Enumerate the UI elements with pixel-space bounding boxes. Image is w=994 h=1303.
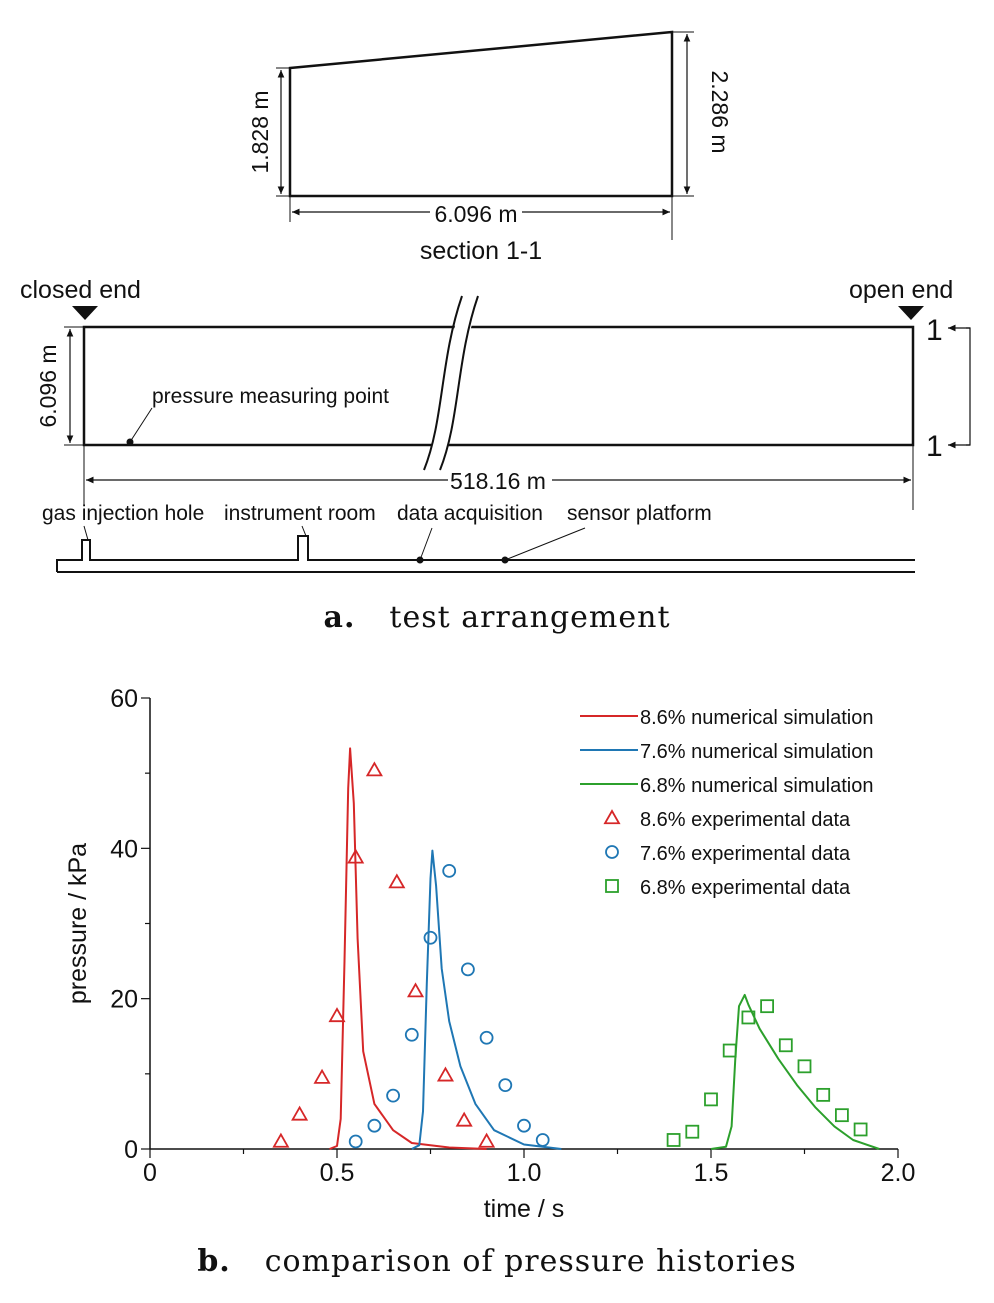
data-point-circle bbox=[423, 930, 438, 945]
y-tick-label: 20 bbox=[110, 986, 138, 1014]
closed-end-marker bbox=[72, 306, 98, 320]
section-marker-top: 1 bbox=[926, 314, 943, 347]
data-point-circle bbox=[498, 1078, 513, 1093]
instrument-room-label: instrument room bbox=[224, 502, 376, 525]
data-point-square bbox=[704, 1092, 718, 1107]
section-drawing: 1.828 m 2.286 m 6.096 m section 1-1 bbox=[247, 30, 733, 265]
data-point-square bbox=[835, 1108, 849, 1123]
gas-injection-label: gas injection hole bbox=[42, 502, 204, 525]
left-height-label: 1.828 m bbox=[247, 90, 273, 173]
data-point-square bbox=[741, 1010, 756, 1025]
x-tick-label: 1.5 bbox=[694, 1159, 729, 1187]
data-point-square bbox=[685, 1124, 700, 1139]
x-axis-title: time / s bbox=[484, 1195, 565, 1223]
data-point-circle bbox=[404, 1027, 419, 1042]
chart-plot-area bbox=[272, 747, 880, 1150]
section-marker-bottom: 1 bbox=[926, 430, 943, 463]
data-point-triangle bbox=[406, 982, 425, 998]
right-height-label: 2.286 m bbox=[707, 70, 733, 153]
break-line-right bbox=[439, 295, 479, 471]
open-end-marker bbox=[898, 306, 924, 320]
data-point-circle bbox=[479, 1030, 494, 1045]
data-point-triangle bbox=[328, 1007, 346, 1023]
data-point-triangle bbox=[313, 1068, 331, 1084]
data-point-square bbox=[778, 1038, 793, 1053]
x-tick-label: 0 bbox=[143, 1159, 157, 1187]
x-tick-label: 0.5 bbox=[320, 1159, 355, 1187]
legend-label: 8.6% numerical simulation bbox=[640, 707, 873, 729]
caption-b-text: comparison of pressure histories bbox=[264, 1244, 797, 1279]
section-width-label: 6.096 m bbox=[434, 201, 517, 227]
data-point-square bbox=[760, 999, 774, 1014]
x-tick-label: 2.0 bbox=[881, 1159, 916, 1187]
gallery-plan: closed end open end 6.096 m pressure mea… bbox=[20, 276, 971, 510]
data-point-triangle bbox=[365, 761, 383, 777]
data-point-triangle bbox=[388, 873, 406, 889]
caption-b: b. comparison of pressure histories bbox=[0, 1244, 994, 1279]
data-acquisition-label: data acquisition bbox=[397, 502, 543, 525]
y-tick-label: 40 bbox=[110, 835, 138, 863]
caption-a: a. test arrangement bbox=[0, 600, 994, 635]
chart-legend: 8.6% numerical simulation 7.6% numerical … bbox=[580, 707, 873, 899]
y-tick-label: 0 bbox=[124, 1136, 138, 1164]
caption-a-text: test arrangement bbox=[389, 600, 671, 635]
data-point-triangle bbox=[347, 848, 365, 864]
legend-label: 6.8% experimental data bbox=[640, 877, 851, 899]
x-tick-label: 1.0 bbox=[507, 1159, 542, 1187]
closed-end-label: closed end bbox=[20, 276, 141, 304]
data-point-square bbox=[816, 1087, 831, 1102]
gallery-outline bbox=[82, 325, 915, 447]
y-axis-title: pressure / kPa bbox=[64, 843, 92, 1004]
data-point-circle bbox=[367, 1118, 382, 1133]
caption-b-label: b. bbox=[197, 1244, 231, 1279]
legend-label: 6.8% numerical simulation bbox=[640, 775, 873, 797]
legend-label: 7.6% numerical simulation bbox=[640, 741, 873, 763]
data-point-circle bbox=[460, 962, 475, 977]
gallery-height-label: 6.096 m bbox=[35, 344, 61, 427]
data-point-square bbox=[722, 1043, 737, 1058]
series-line-0 bbox=[329, 747, 487, 1150]
data-point-circle bbox=[517, 1118, 531, 1133]
pressure-point-label: pressure measuring point bbox=[152, 385, 389, 408]
data-point-circle bbox=[348, 1134, 363, 1149]
chart-svg: 0 0.5 1.0 1.5 2.0 0 20 40 60 time / s pressure / k… bbox=[64, 685, 915, 1223]
break-line-left bbox=[423, 295, 463, 471]
data-point-circle bbox=[442, 863, 457, 878]
legend-label: 7.6% experimental data bbox=[640, 843, 851, 865]
data-point-circle bbox=[386, 1088, 401, 1103]
arrangement-svg: 1.828 m 2.286 m 6.096 m section 1-1 clos… bbox=[20, 30, 971, 573]
legend-marker-swatch bbox=[603, 809, 621, 825]
legend-label: 8.6% experimental data bbox=[640, 809, 851, 831]
data-point-triangle bbox=[272, 1132, 290, 1148]
chart-axes: 0 0.5 1.0 1.5 2.0 0 20 40 60 time / s pressure / k… bbox=[64, 685, 915, 1223]
y-tick-label: 60 bbox=[110, 685, 138, 713]
gallery-length-label: 518.16 m bbox=[450, 468, 546, 494]
data-point-triangle bbox=[478, 1132, 496, 1148]
data-point-square bbox=[853, 1122, 868, 1137]
data-point-triangle bbox=[291, 1105, 309, 1121]
data-point-circle bbox=[535, 1133, 550, 1147]
caption-a-label: a. bbox=[323, 600, 356, 635]
sensor-platform-label: sensor platform bbox=[567, 502, 712, 525]
data-point-square bbox=[797, 1059, 812, 1074]
legend-marker-swatch bbox=[605, 879, 619, 893]
pressure-history-chart: 0 0.5 1.0 1.5 2.0 0 20 40 60 time / s pressure / k… bbox=[0, 680, 994, 1240]
open-end-label: open end bbox=[849, 276, 953, 304]
section-title: section 1-1 bbox=[420, 237, 542, 265]
ground-top-line bbox=[56, 535, 915, 572]
ground-profile: gas injection hole instrument room data … bbox=[42, 502, 915, 573]
test-arrangement-diagram: 1.828 m 2.286 m 6.096 m section 1-1 clos… bbox=[0, 0, 994, 590]
data-point-triangle bbox=[455, 1111, 473, 1127]
section-outline bbox=[288, 30, 674, 198]
data-point-square bbox=[666, 1133, 681, 1147]
series-line-1 bbox=[411, 849, 562, 1150]
data-point-triangle bbox=[436, 1066, 455, 1082]
legend-marker-swatch bbox=[605, 845, 619, 859]
